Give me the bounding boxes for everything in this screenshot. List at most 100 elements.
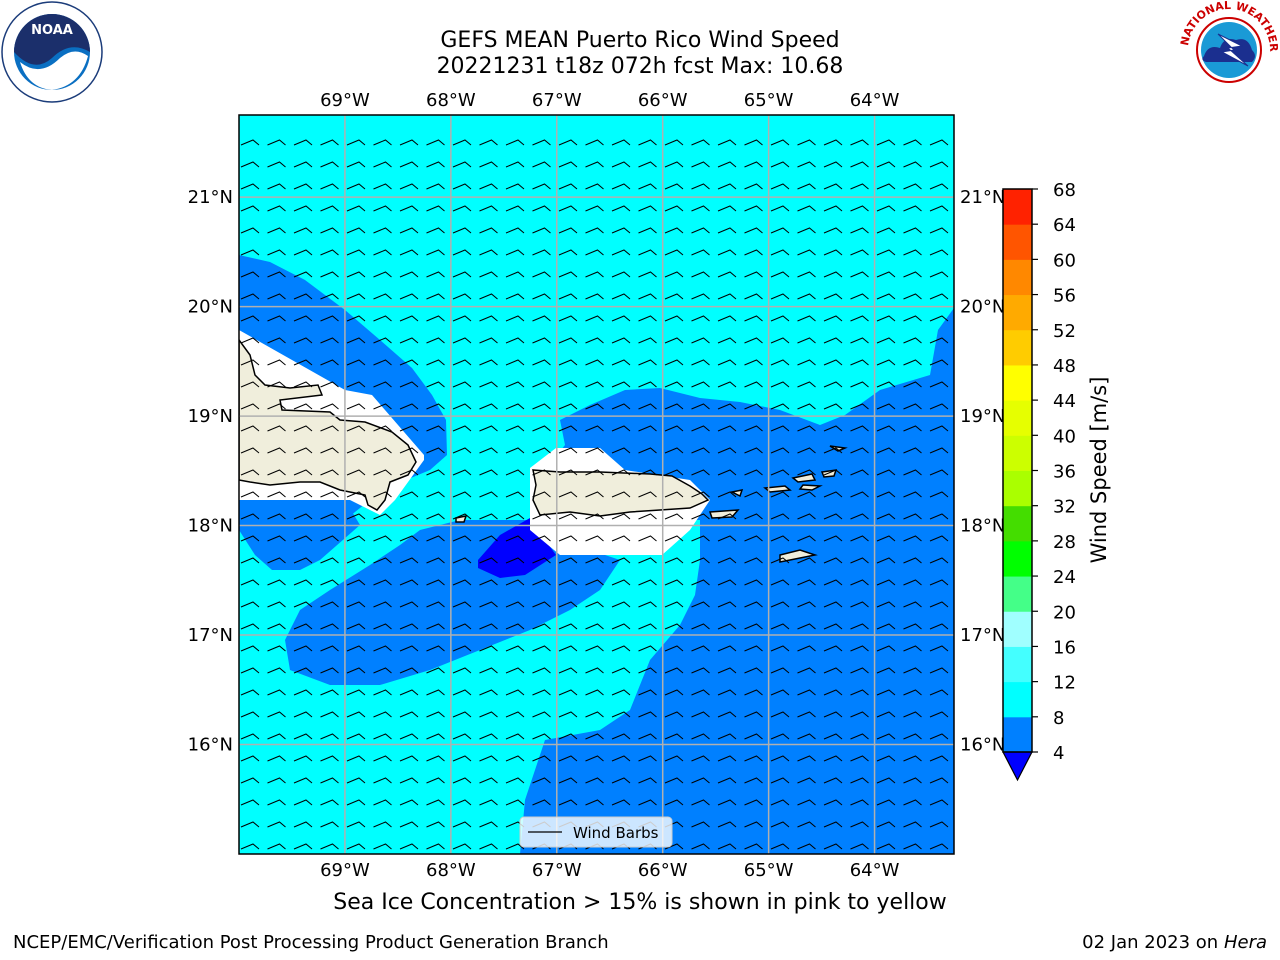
wind-barb — [505, 227, 525, 234]
wind-barb — [744, 271, 763, 278]
wind-barb — [373, 755, 392, 762]
wind-barb — [426, 733, 445, 740]
wind-barb — [903, 491, 922, 498]
wind-barb — [903, 689, 922, 696]
wind-barb — [479, 183, 498, 190]
wind-barb — [505, 403, 525, 410]
wind-barb — [240, 491, 260, 498]
wind-barb — [770, 535, 790, 542]
wind-barb — [346, 557, 366, 564]
colorbar-tick-label: 40 — [1053, 426, 1076, 447]
wind-barb — [558, 711, 578, 718]
wind-barb — [585, 623, 604, 630]
wind-barb — [611, 381, 631, 388]
colorbar-segment-24-28 — [1003, 540, 1032, 577]
wind-barb — [505, 359, 525, 366]
wind-barb — [293, 799, 313, 806]
wind-barb — [426, 205, 445, 212]
wind-barb — [770, 667, 790, 674]
wind-barb — [611, 249, 631, 256]
wind-barb — [505, 491, 525, 498]
wind-barb — [691, 843, 710, 850]
wind-barb — [876, 535, 896, 542]
colorbar-tick-label: 52 — [1053, 321, 1076, 342]
wind-barb — [850, 425, 869, 432]
colorbar-segment-44-48 — [1003, 364, 1032, 401]
wind-barb — [611, 557, 631, 564]
wind-barb — [850, 513, 869, 520]
wind-barb — [823, 249, 843, 256]
wind-barb — [293, 183, 313, 190]
wind-barb — [850, 183, 869, 190]
wind-barb — [373, 205, 392, 212]
wind-barb — [823, 601, 843, 608]
wind-barb — [373, 139, 392, 146]
wind-barb — [532, 271, 551, 278]
wind-barb — [691, 381, 710, 388]
wind-barb — [452, 315, 472, 322]
wind-barb — [426, 359, 445, 366]
wind-barb — [293, 469, 313, 476]
wind-barb — [691, 667, 710, 674]
wind-barb — [770, 711, 790, 718]
wind-barb — [850, 557, 869, 564]
wind-barb — [823, 777, 843, 784]
wind-barb — [267, 359, 286, 366]
wind-barb — [399, 513, 419, 520]
wind-barb — [532, 469, 551, 476]
wind-barb — [691, 777, 710, 784]
wind-barb — [585, 183, 604, 190]
colorbar-label: Wind Speed [m/s] — [1087, 377, 1111, 564]
wind-barb — [479, 491, 498, 498]
wind-barb — [240, 425, 260, 432]
wind-barb — [479, 403, 498, 410]
wind-barb — [903, 469, 922, 476]
wind-barb — [797, 623, 816, 630]
wind-barb — [267, 667, 286, 674]
wind-barb — [797, 249, 816, 256]
wind-barb — [505, 447, 525, 454]
wind-barb — [929, 447, 949, 454]
wind-barb — [585, 337, 604, 344]
wind-barb — [850, 227, 869, 234]
wind-barb — [797, 843, 816, 850]
wind-barb — [399, 447, 419, 454]
wind-barb — [505, 513, 525, 520]
wind-barb — [744, 205, 763, 212]
wind-barb — [267, 381, 286, 388]
wind-barb — [770, 513, 790, 520]
colorbar-segment-40-44 — [1003, 400, 1032, 436]
wind-barb — [532, 535, 551, 542]
colorbar-segment-16-20 — [1003, 611, 1032, 647]
wind-barb — [320, 183, 339, 190]
wind-barb — [426, 381, 445, 388]
wind-barb — [823, 579, 843, 586]
wind-barb — [346, 425, 366, 432]
colorbar-tick-label: 28 — [1053, 532, 1076, 553]
wind-barb — [770, 843, 790, 850]
wind-barb — [638, 447, 657, 454]
wind-barb — [717, 689, 737, 696]
wind-barb — [267, 557, 286, 564]
colorbar-segment-4-8 — [1003, 716, 1032, 753]
wind-barb — [505, 535, 525, 542]
wind-barb — [797, 315, 816, 322]
wind-barb — [691, 227, 710, 234]
wind-barb — [267, 579, 286, 586]
wind-barb — [373, 447, 392, 454]
wind-barb — [240, 689, 260, 696]
wind-barb — [585, 249, 604, 256]
wind-barb — [267, 843, 286, 850]
wind-barb — [479, 623, 498, 630]
wind-barb — [293, 777, 313, 784]
mona-island — [455, 515, 468, 523]
wind-barb — [876, 227, 896, 234]
lat-label-right-4: 17°N — [960, 625, 1005, 646]
wind-barb — [929, 469, 949, 476]
wind-barb — [479, 315, 498, 322]
wind-barb — [240, 535, 260, 542]
wind-barb — [850, 337, 869, 344]
wind-barb — [929, 777, 949, 784]
wind-barb — [850, 315, 869, 322]
wind-barb — [664, 491, 684, 498]
